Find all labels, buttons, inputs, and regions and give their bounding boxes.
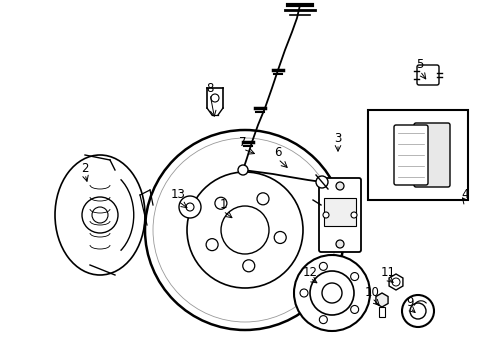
- Text: 9: 9: [406, 296, 413, 309]
- Circle shape: [274, 231, 285, 243]
- Circle shape: [238, 165, 247, 175]
- Text: 12: 12: [302, 266, 317, 279]
- Circle shape: [210, 94, 219, 102]
- Text: 4: 4: [460, 189, 468, 202]
- Circle shape: [309, 271, 353, 315]
- Text: 5: 5: [415, 58, 423, 72]
- FancyBboxPatch shape: [413, 123, 449, 187]
- Text: 6: 6: [274, 147, 281, 159]
- Ellipse shape: [55, 155, 145, 275]
- Circle shape: [315, 176, 327, 188]
- Circle shape: [319, 262, 326, 270]
- Text: 13: 13: [170, 189, 185, 202]
- Circle shape: [221, 206, 268, 254]
- Circle shape: [185, 203, 194, 211]
- Circle shape: [321, 283, 341, 303]
- Circle shape: [145, 130, 345, 330]
- Polygon shape: [388, 274, 402, 290]
- Bar: [378, 307, 384, 317]
- Text: 11: 11: [380, 266, 395, 279]
- Text: 10: 10: [364, 285, 379, 298]
- Circle shape: [293, 255, 369, 331]
- Circle shape: [179, 196, 201, 218]
- Circle shape: [323, 212, 328, 218]
- Circle shape: [242, 260, 254, 272]
- Circle shape: [391, 278, 399, 286]
- Circle shape: [257, 193, 268, 205]
- Text: 2: 2: [81, 162, 88, 175]
- Circle shape: [92, 207, 108, 223]
- Text: 8: 8: [206, 81, 213, 94]
- Circle shape: [409, 303, 425, 319]
- FancyBboxPatch shape: [318, 178, 360, 252]
- Text: 1: 1: [219, 198, 226, 211]
- Circle shape: [335, 240, 343, 248]
- Text: 7: 7: [239, 136, 246, 149]
- Bar: [324, 198, 355, 225]
- Circle shape: [299, 289, 307, 297]
- Circle shape: [319, 316, 326, 324]
- Circle shape: [186, 172, 303, 288]
- Text: 3: 3: [334, 131, 341, 144]
- FancyBboxPatch shape: [393, 125, 427, 185]
- Circle shape: [350, 273, 358, 280]
- Circle shape: [153, 138, 336, 322]
- Circle shape: [350, 212, 356, 218]
- Circle shape: [401, 295, 433, 327]
- Polygon shape: [375, 293, 387, 307]
- Circle shape: [350, 305, 358, 314]
- FancyBboxPatch shape: [416, 65, 438, 85]
- Circle shape: [335, 182, 343, 190]
- Circle shape: [214, 197, 226, 209]
- Bar: [367, 110, 467, 200]
- Circle shape: [82, 197, 118, 233]
- Circle shape: [205, 239, 218, 251]
